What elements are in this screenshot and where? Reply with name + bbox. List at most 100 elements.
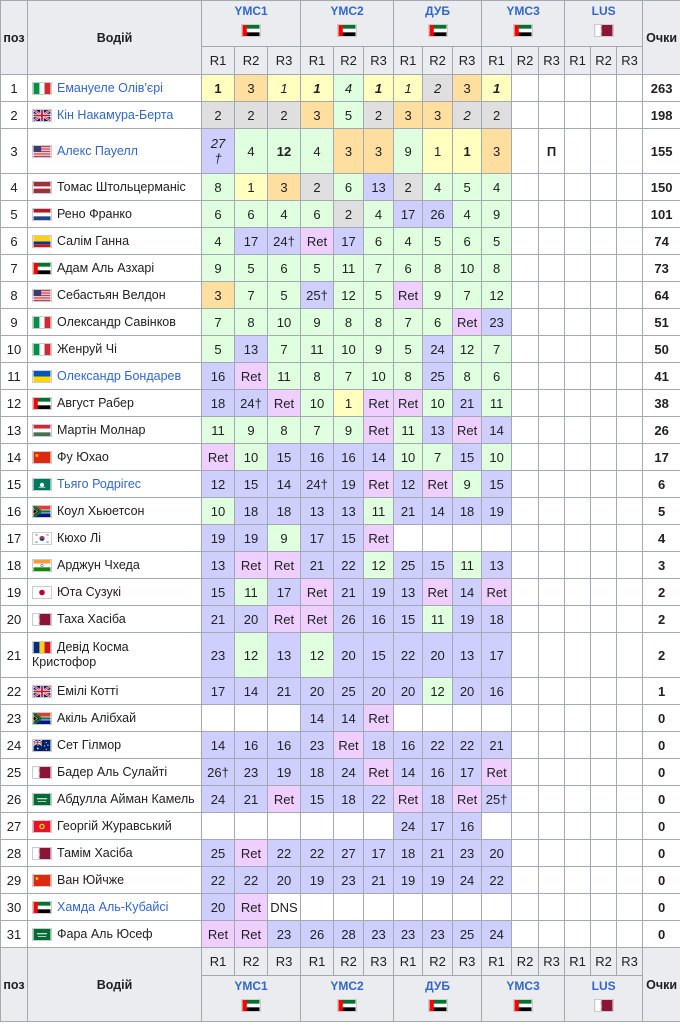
result-value: 11 bbox=[460, 557, 474, 573]
table-row: 28 Тамім Хасіба 25 Ret 22 22 27 17 18 21 23 20 0 bbox=[0, 839, 680, 867]
event-name[interactable]: YMC1 bbox=[234, 979, 268, 993]
result-value: Ret bbox=[427, 476, 448, 492]
result-cell: 14 bbox=[234, 677, 268, 705]
result-cell: 17 bbox=[393, 200, 424, 228]
driver-name[interactable]: Хамда Аль-Кубайсі bbox=[57, 899, 169, 914]
country-flag-icon bbox=[32, 558, 57, 573]
result-value: Ret bbox=[368, 764, 389, 780]
result-value: 5 bbox=[313, 260, 321, 276]
driver-cell[interactable]: Олександр Бондарев bbox=[27, 362, 202, 390]
driver-name[interactable]: Кін Накамура-Берта bbox=[57, 107, 174, 122]
result-cell: 11 bbox=[393, 416, 424, 444]
result-value: 10 bbox=[489, 449, 504, 465]
result-cell bbox=[452, 893, 483, 921]
result-value: 16 bbox=[276, 737, 292, 753]
position-cell: 8 bbox=[0, 281, 28, 309]
result-value: 7 bbox=[404, 314, 412, 330]
driver-name[interactable]: Емануеле Олів'єрі bbox=[57, 80, 163, 95]
result-cell bbox=[590, 920, 618, 948]
position-cell: 5 bbox=[0, 200, 28, 228]
result-cell: 3 bbox=[234, 74, 268, 102]
result-value: 26 bbox=[309, 926, 325, 942]
result-cell: 16 bbox=[452, 812, 483, 840]
result-cell bbox=[590, 605, 618, 633]
driver-cell[interactable]: Емануеле Олів'єрі bbox=[27, 74, 202, 102]
result-value: 15 bbox=[400, 611, 416, 627]
result-value: 24 bbox=[459, 872, 475, 888]
result-value: 23 bbox=[459, 845, 475, 861]
driver-cell[interactable]: Кін Накамура-Берта bbox=[27, 101, 202, 129]
event-name[interactable]: YMC1 bbox=[234, 4, 268, 18]
points-cell: 0 bbox=[642, 785, 680, 813]
event-header-3[interactable]: YMC3 bbox=[481, 975, 566, 1022]
result-cell bbox=[616, 524, 644, 552]
round-header: R1 bbox=[300, 46, 335, 75]
driver-name: Сет Гілмор bbox=[57, 737, 122, 752]
result-value: Ret bbox=[397, 791, 419, 807]
event-header-0[interactable]: YMC1 bbox=[200, 0, 302, 47]
event-header-2[interactable]: ДУБ bbox=[393, 975, 483, 1022]
result-value: Ret bbox=[273, 557, 295, 573]
position-cell: 22 bbox=[0, 677, 28, 705]
result-value: 27 bbox=[341, 845, 356, 861]
result-value: DNS bbox=[270, 899, 298, 915]
event-name[interactable]: YMC3 bbox=[506, 4, 540, 18]
result-cell bbox=[564, 362, 592, 390]
event-header-1[interactable]: YMC2 bbox=[300, 0, 395, 47]
event-name[interactable]: LUS bbox=[591, 4, 616, 18]
driver-cell[interactable]: Хамда Аль-Кубайсі bbox=[27, 893, 202, 921]
result-value: 22 bbox=[341, 557, 356, 573]
driver-name: Емілі Котті bbox=[57, 683, 119, 698]
event-header-2[interactable]: ДУБ bbox=[393, 0, 483, 47]
result-cell: 9 bbox=[300, 308, 335, 336]
event-header-3[interactable]: YMC3 bbox=[481, 0, 566, 47]
result-cell: 7 bbox=[452, 281, 483, 309]
event-name[interactable]: YMC3 bbox=[506, 979, 540, 993]
result-cell: 10 bbox=[422, 389, 454, 417]
result-value: 14 bbox=[459, 584, 475, 600]
result-cell: 21 bbox=[452, 389, 483, 417]
result-value: 10 bbox=[430, 395, 445, 411]
result-cell: 12 bbox=[422, 677, 454, 705]
driver-name[interactable]: Алекс Пауелл bbox=[57, 143, 138, 158]
result-cell: 5 bbox=[393, 335, 424, 363]
result-cell: 7 bbox=[363, 254, 395, 282]
points-cell: 0 bbox=[642, 920, 680, 948]
event-header-4[interactable]: LUS bbox=[564, 975, 644, 1022]
position-cell: 29 bbox=[0, 866, 28, 894]
driver-name[interactable]: Олександр Бондарев bbox=[57, 368, 182, 383]
driver-cell[interactable]: Алекс Пауелл bbox=[27, 128, 202, 174]
event-header-0[interactable]: YMC1 bbox=[200, 975, 302, 1022]
event-name[interactable]: ДУБ bbox=[425, 4, 450, 18]
event-name[interactable]: LUS bbox=[591, 979, 616, 993]
result-cell: 22 bbox=[201, 866, 235, 894]
result-cell: 15 bbox=[422, 551, 454, 579]
event-name[interactable]: YMC2 bbox=[330, 979, 364, 993]
result-value: 22 bbox=[276, 845, 292, 861]
result-cell bbox=[564, 812, 592, 840]
result-cell: 15 bbox=[300, 785, 335, 813]
result-value: Ret bbox=[368, 422, 389, 438]
driver-name[interactable]: Тьяго Родрігес bbox=[57, 476, 142, 491]
event-name[interactable]: YMC2 bbox=[330, 4, 364, 18]
result-value: Ret bbox=[486, 584, 507, 600]
driver-name: Томас Штольцерманіс bbox=[57, 179, 186, 194]
country-flag-icon bbox=[32, 315, 57, 330]
driver-cell[interactable]: Тьяго Родрігес bbox=[27, 470, 202, 498]
result-value: 23 bbox=[371, 926, 386, 942]
result-cell bbox=[616, 605, 644, 633]
result-value: 2 bbox=[433, 80, 442, 96]
driver-cell: Женруй Чі bbox=[27, 335, 202, 363]
result-cell: 12 bbox=[201, 470, 235, 498]
result-cell: 12 bbox=[452, 335, 483, 363]
event-name[interactable]: ДУБ bbox=[425, 979, 450, 993]
result-cell: 13 bbox=[201, 551, 235, 579]
round-header: R2 bbox=[590, 947, 618, 976]
event-header-1[interactable]: YMC2 bbox=[300, 975, 395, 1022]
driver-name: Фара Аль Юсеф bbox=[57, 926, 153, 941]
position-cell: 17 bbox=[0, 524, 28, 552]
result-value: 3 bbox=[247, 80, 255, 96]
event-header-4[interactable]: LUS bbox=[564, 0, 644, 47]
result-cell: 3 bbox=[333, 128, 365, 174]
result-cell bbox=[538, 551, 566, 579]
